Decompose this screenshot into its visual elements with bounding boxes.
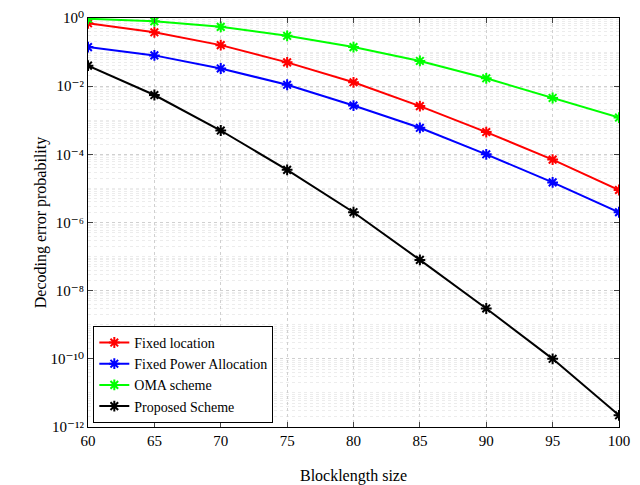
svg-text:85: 85 [412, 433, 427, 449]
svg-text:100: 100 [608, 433, 631, 449]
svg-text:10⁻¹²: 10⁻¹² [52, 419, 84, 435]
svg-text:OMA scheme: OMA scheme [134, 378, 211, 393]
svg-text:75: 75 [280, 433, 295, 449]
svg-text:Blocklength size: Blocklength size [300, 467, 407, 485]
svg-text:10⁰: 10⁰ [63, 10, 84, 26]
svg-text:Proposed Scheme: Proposed Scheme [134, 400, 234, 415]
svg-text:Decoding error probability: Decoding error probability [32, 137, 50, 309]
svg-text:90: 90 [479, 433, 494, 449]
svg-text:10⁻⁸: 10⁻⁸ [56, 283, 84, 299]
svg-text:95: 95 [545, 433, 560, 449]
svg-text:10⁻²: 10⁻² [57, 78, 85, 94]
svg-text:65: 65 [147, 433, 162, 449]
svg-text:10⁻⁶: 10⁻⁶ [56, 215, 84, 231]
svg-text:60: 60 [81, 433, 96, 449]
svg-text:10⁻⁴: 10⁻⁴ [56, 147, 84, 163]
svg-text:10⁻¹⁰: 10⁻¹⁰ [51, 351, 84, 367]
svg-text:Fixed location: Fixed location [134, 336, 215, 351]
svg-text:80: 80 [346, 433, 361, 449]
svg-text:Fixed Power Allocation: Fixed Power Allocation [134, 357, 267, 372]
svg-text:70: 70 [213, 433, 228, 449]
